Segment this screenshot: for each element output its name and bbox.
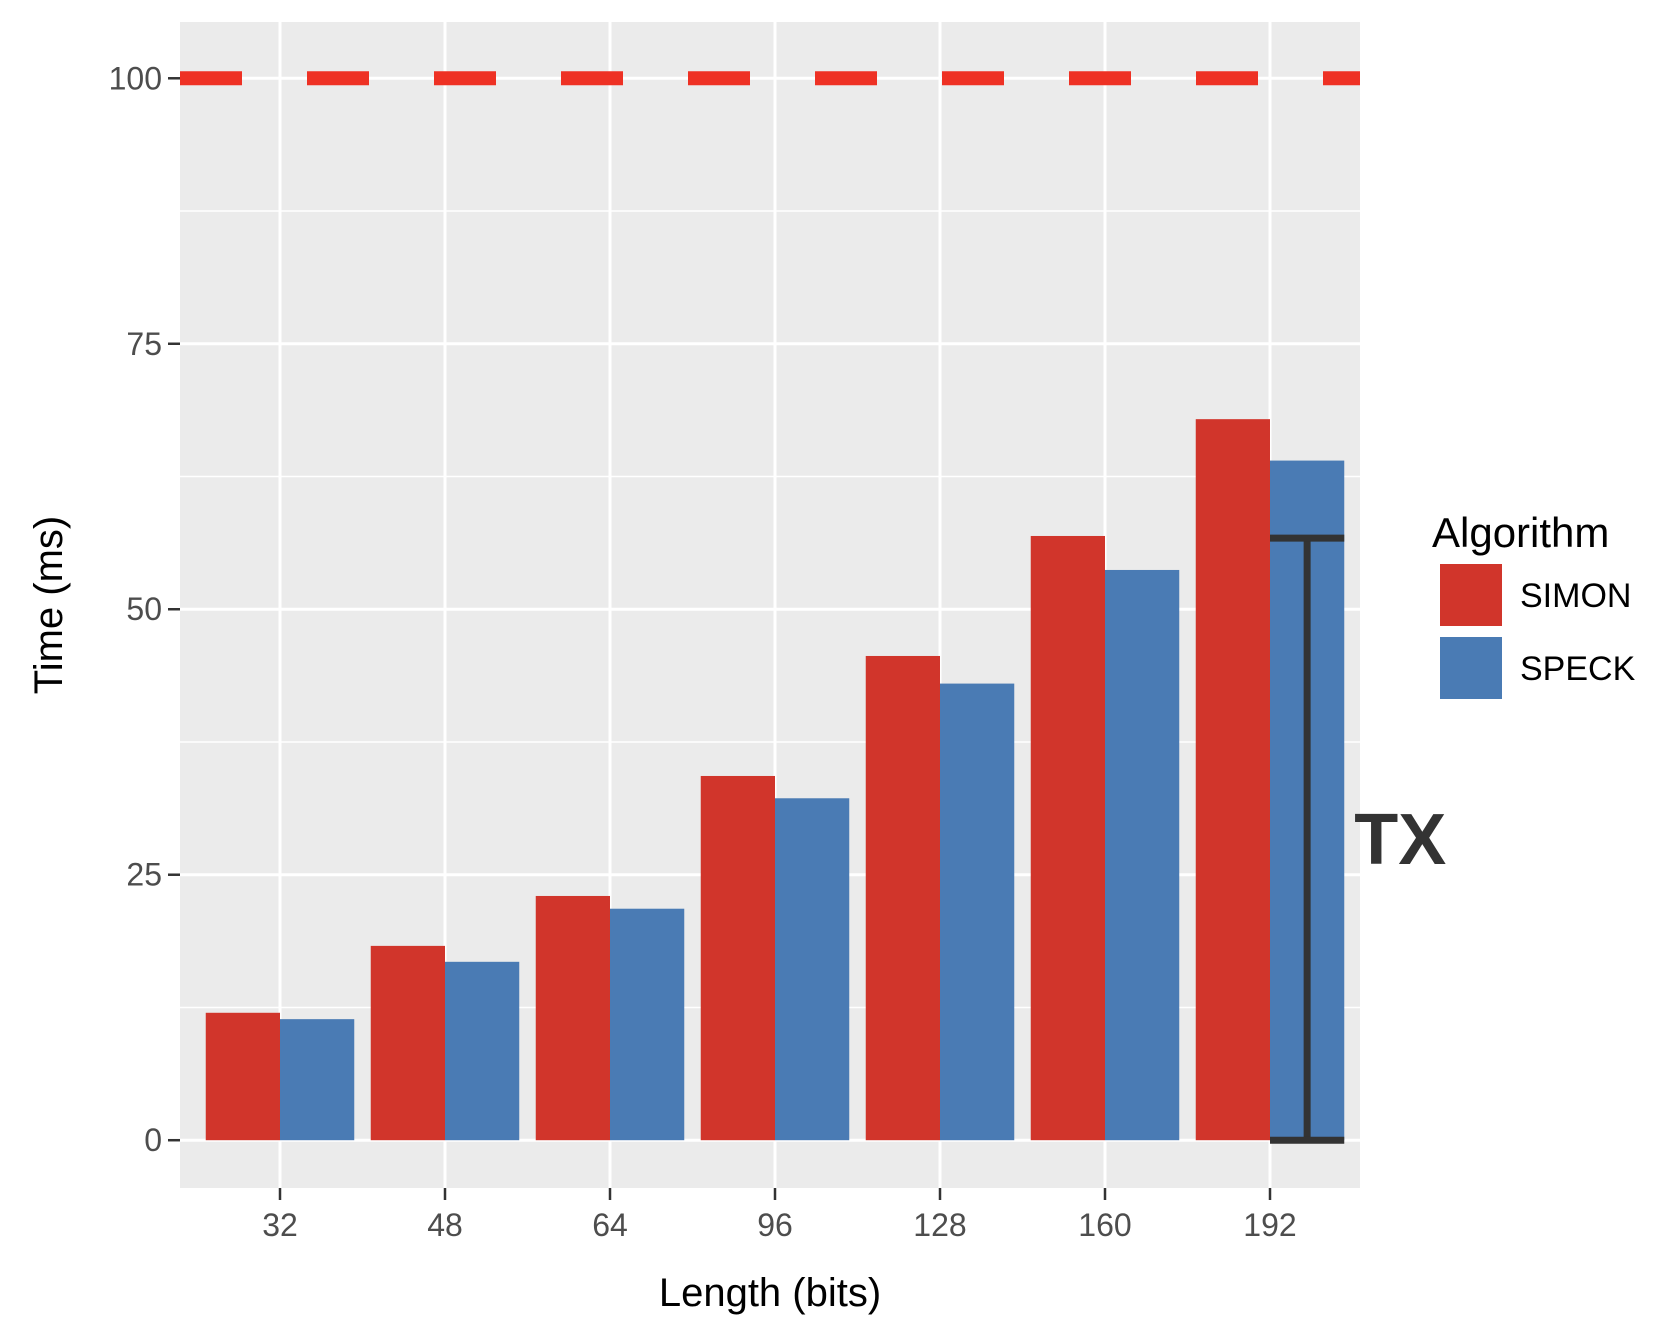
- y-tick-label: 50: [126, 591, 162, 627]
- x-tick-label: 160: [1078, 1207, 1131, 1243]
- legend-label-simon: SIMON: [1520, 577, 1631, 615]
- legend-key-speck: [1438, 635, 1504, 701]
- bar-simon-160: [1030, 535, 1105, 1141]
- bar-speck-96: [775, 798, 850, 1141]
- x-tick-label: 192: [1243, 1207, 1296, 1243]
- bar-simon-64: [535, 895, 610, 1141]
- x-tick-label: 48: [427, 1207, 463, 1243]
- legend-label-speck: SPECK: [1520, 650, 1636, 688]
- x-tick-label: 96: [757, 1207, 793, 1243]
- x-axis-ticks: 32 48 64 96 128 160 192: [262, 1188, 1297, 1243]
- y-axis-ticks: 0 25 50 75 100: [109, 60, 180, 1158]
- legend: Algorithm SIMON SPECK: [1432, 509, 1636, 701]
- y-tick-label: 25: [126, 857, 162, 893]
- bar-speck-32: [280, 1019, 355, 1141]
- bars: [205, 419, 1345, 1141]
- bar-simon-128: [865, 655, 940, 1141]
- tx-annotation: TX: [1270, 534, 1446, 1144]
- bar-speck-160: [1105, 569, 1180, 1141]
- bar-simon-192: [1195, 419, 1270, 1141]
- x-tick-label: 32: [262, 1207, 298, 1243]
- legend-title: Algorithm: [1432, 509, 1609, 556]
- x-axis-title: Length (bits): [659, 1271, 881, 1315]
- bar-speck-64: [610, 908, 685, 1141]
- y-tick-label: 0: [144, 1122, 162, 1158]
- x-tick-label: 128: [913, 1207, 966, 1243]
- x-tick-label: 64: [592, 1207, 628, 1243]
- bar-simon-32: [205, 1012, 280, 1141]
- y-axis-title: Time (ms): [27, 516, 71, 694]
- legend-key-simon: [1438, 562, 1504, 628]
- y-tick-label: 100: [109, 60, 162, 96]
- y-tick-label: 75: [126, 326, 162, 362]
- bar-simon-48: [370, 945, 445, 1141]
- bar-simon-96: [700, 775, 775, 1141]
- bar-speck-128: [940, 683, 1015, 1141]
- tx-label: TX: [1354, 800, 1446, 880]
- bar-speck-48: [445, 961, 520, 1141]
